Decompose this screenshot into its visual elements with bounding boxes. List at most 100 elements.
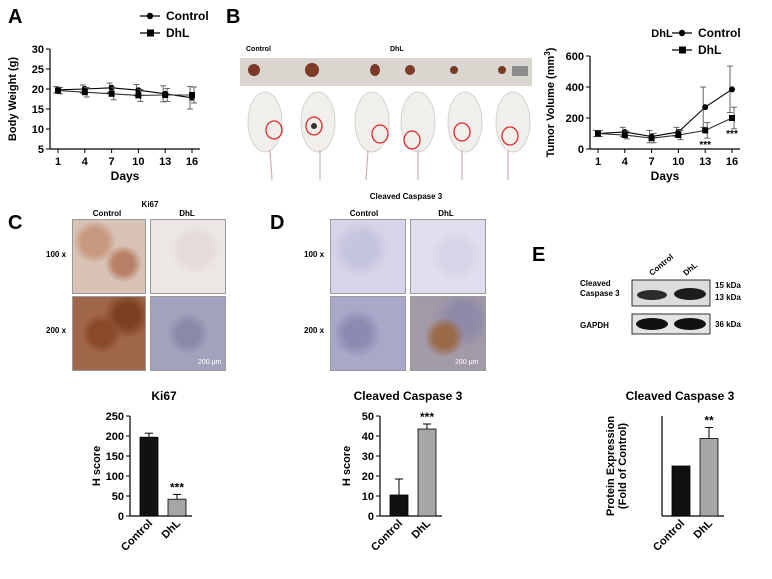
ki67-row-100x: 100 x [46,250,67,259]
caspase3-band-dhl [674,288,706,300]
blot-lane-control: Control [648,252,676,277]
y-tick-label: 30 [362,451,374,463]
legend-marker [678,29,686,37]
y-axis-label: H score [341,446,353,486]
legend-marker [146,12,154,20]
x-tick-label: 13 [699,156,711,168]
legend-marker [147,29,154,37]
y-tick-label: 150 [106,451,124,463]
chart-title: Ki67 [151,389,177,403]
blot-mw-13: 13 kDa [715,293,741,302]
series-line-dhl [57,90,192,96]
point-dhl [729,115,735,121]
x-tick-label: 16 [726,156,738,168]
legend-control: Control [166,9,209,23]
ki67-ihc-title: Ki67 [141,200,159,209]
legend-dhl: DhL [698,43,721,57]
y-axis-label: (Fold of Control) [617,423,629,509]
x-tick-label-control: Control [119,518,155,554]
x-tick-label: 1 [55,156,61,168]
bar-control [139,436,159,517]
caspase-dhl-200x-image [410,296,486,371]
blot-label-cleaved: Cleaved [580,279,611,288]
tumor-volume-chart: 0 200 400 600 1 4 7 10 13 16 Days Tumor Volume (mm3… [543,26,741,183]
caspase-ihc-title: Cleaved Caspase 3 [369,192,443,201]
ki67-col-control: Control [92,209,122,218]
significance-mark: *** [726,129,738,140]
y-axis-label: Tumor Volume (mm3) [543,47,558,157]
western-blot: Cleaved Caspase 3 GAPDH Control DhL 15 k… [580,252,741,335]
y-tick-label: 15 [32,104,44,116]
caspase-hscore-chart: Cleaved Caspase 3 0 10 20 30 40 50 H score Contr… [341,389,463,554]
point-dhl [162,92,169,98]
chart-title: DhL [651,28,673,40]
series-line-control [57,87,193,99]
y-tick-label: 200 [566,113,584,125]
significance-mark: *** [170,480,184,494]
panel-letter-a: A [8,6,23,28]
gapdh-band-control [636,318,668,330]
chart-title: Cleaved Caspase 3 [626,389,735,403]
y-tick-label: 400 [566,82,584,94]
ki67-col-dhl: DhL [179,209,195,218]
panel-letter-b: B [226,6,241,28]
legend-marker [679,46,686,54]
y-tick-label: 25 [32,64,44,76]
point-dhl [135,92,142,99]
bar-dhl [167,498,187,517]
ki67-row-200x: 200 x [46,326,67,335]
x-axis-label: Days [111,169,140,183]
caspase-scale-bar: 200 μm [455,359,479,366]
photo-label-control: Control [246,46,271,53]
caspase-protein-chart: Cleaved Caspase 3 Protein Expression (Fold… [605,389,735,554]
y-tick-label: 10 [362,491,374,503]
caspase-row-200x: 200 x [304,326,325,335]
panel-letter-c: C [8,212,23,234]
legend-dhl: DhL [166,26,189,40]
ki67-scale-bar: 200 μm [198,359,222,366]
caspase3-band-control [637,290,667,300]
caspase-row-100x: 100 x [304,250,325,259]
y-tick-label: 50 [112,491,124,503]
x-tick-label: 7 [109,156,115,168]
bar-control [671,465,691,517]
x-tick-label: 13 [159,156,171,168]
caspase-col-control: Control [349,209,379,218]
mouse-silhouettes [247,63,531,181]
blot-label-caspase3: Caspase 3 [580,289,620,298]
y-tick-label: 5 [38,144,44,156]
point-dhl [81,89,88,96]
y-tick-label: 100 [106,471,124,483]
ki67-dhl-100x-image [150,219,226,294]
caspase-control-100x-image [330,219,406,294]
point-dhl [595,130,601,137]
caspase-col-dhl: DhL [438,209,454,218]
y-tick-label: 10 [32,124,44,136]
caspase-dhl-100x-image [410,219,486,294]
caspase-control-200x-image [330,296,406,371]
y-tick-label: 30 [32,44,44,56]
blot-mw-36: 36 kDa [715,320,741,329]
y-axis-label: H score [91,446,103,486]
point-dhl [648,135,655,142]
y-tick-label: 200 [106,431,124,443]
y-tick-label: 50 [362,411,374,423]
blot-label-gapdh: GAPDH [580,321,609,330]
significance-mark: ** [704,414,714,428]
x-tick-label: 4 [82,156,89,168]
point-dhl [702,127,709,134]
x-tick-label: 16 [186,156,198,168]
x-tick-label-dhl: DhL [692,517,716,541]
point-dhl [108,90,115,97]
ki67-control-200x-image [72,296,146,371]
ki67-hscore-chart: Ki67 0 50 100 150 200 250 H score Control DhL *** [91,389,192,554]
ki67-control-100x-image [72,219,146,294]
x-tick-label: 10 [132,156,144,168]
x-tick-label-dhl: DhL [410,517,434,541]
series-line-dhl [597,117,733,139]
point-control [135,87,142,94]
y-axis-label: Body Weight (g) [7,57,19,141]
gapdh-band-dhl [674,318,706,330]
point-control [702,104,709,111]
panel-letter-d: D [270,212,285,234]
